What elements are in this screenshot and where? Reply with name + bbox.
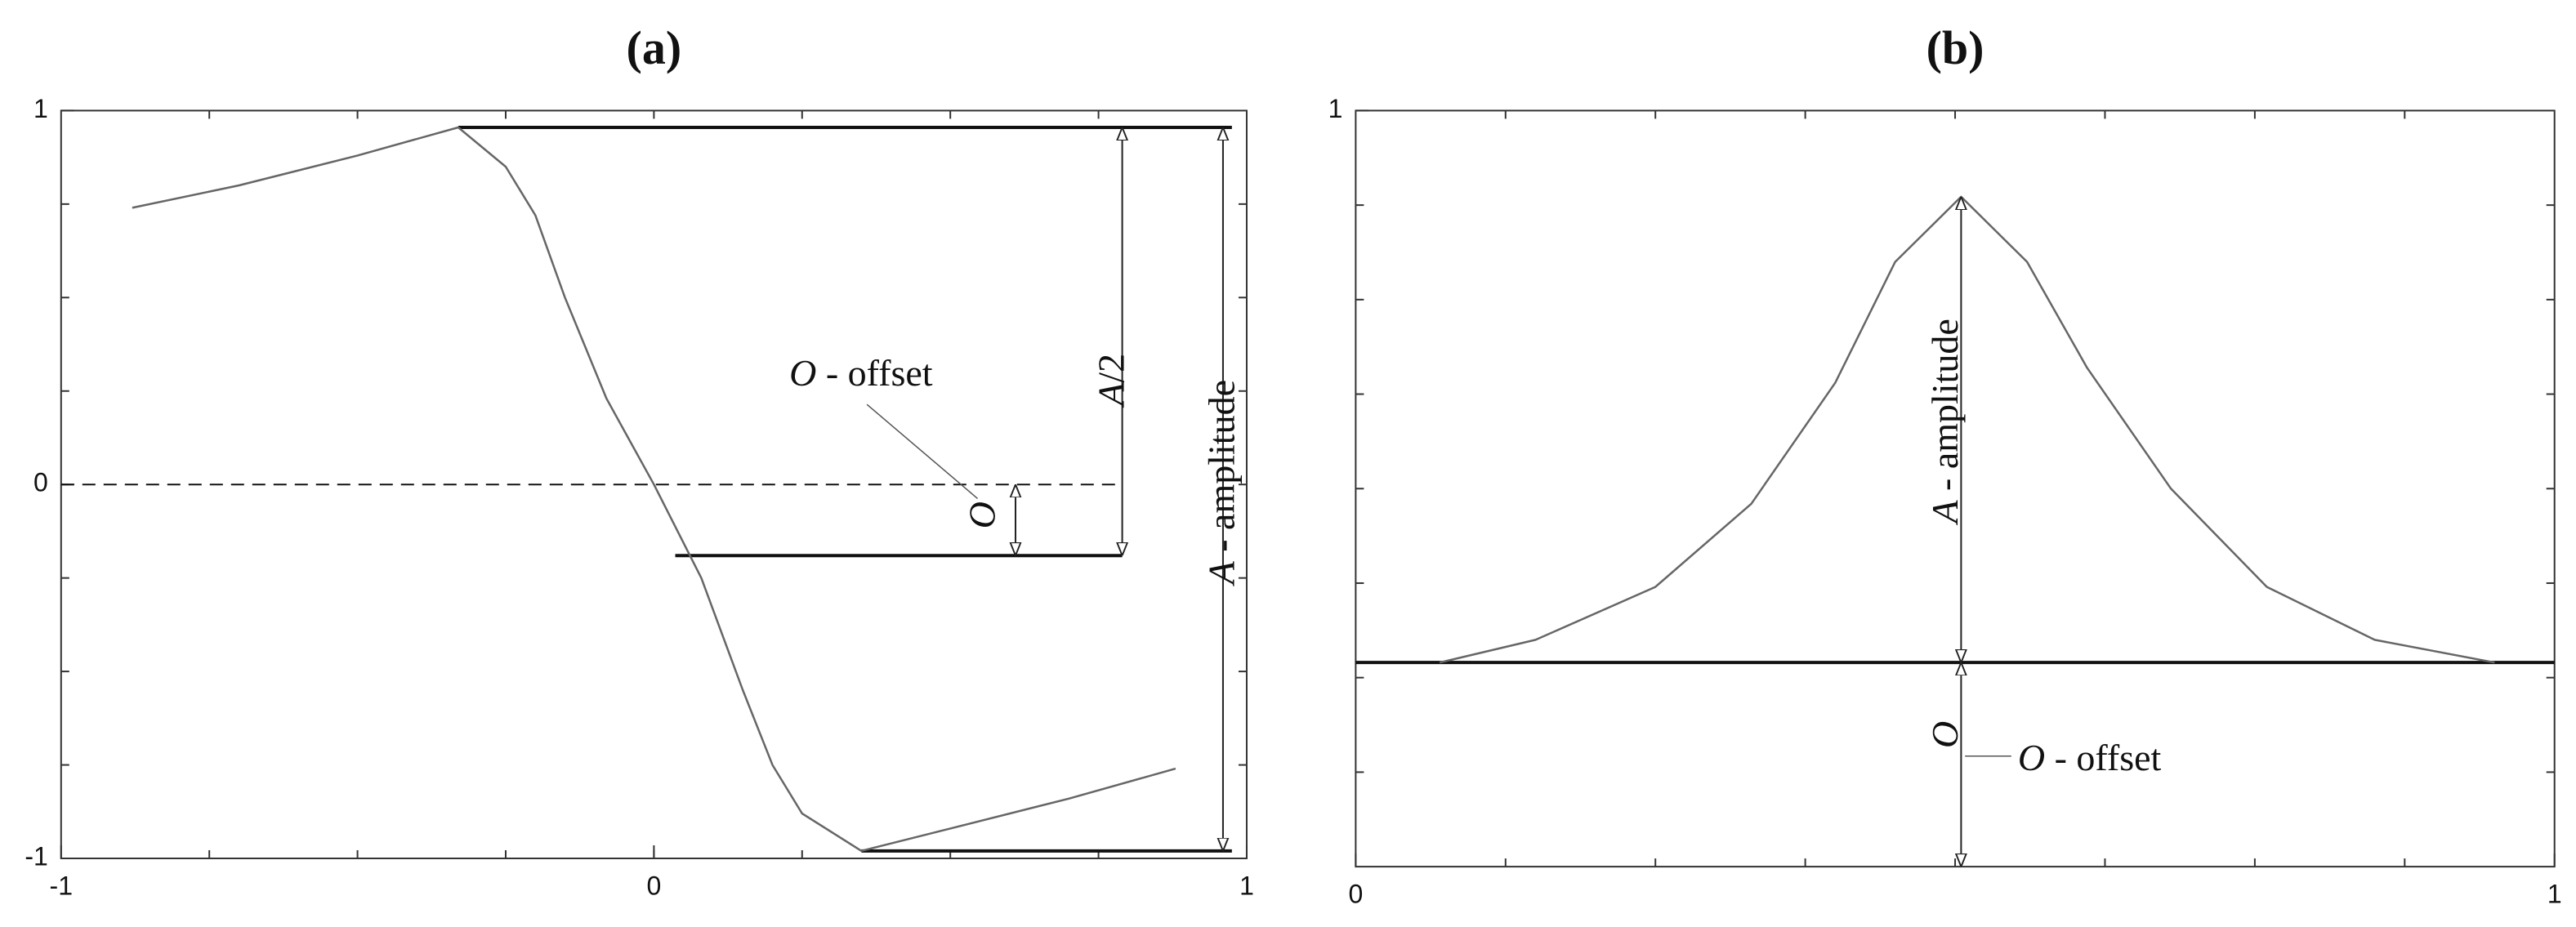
- y-tick-label: 1: [33, 94, 48, 123]
- annotation-symbol: O: [1924, 721, 1966, 748]
- annotation-text: - offset: [816, 351, 932, 393]
- annotation-text: /2: [1090, 354, 1132, 383]
- annotation: A - amplitude: [1924, 319, 1966, 525]
- x-tick-label: 0: [1348, 880, 1363, 909]
- panel-title: (b): [1926, 21, 1984, 74]
- annotation: O - offset: [2018, 736, 2162, 778]
- annotation-text: - offset: [2045, 736, 2161, 778]
- annotation: O: [961, 501, 1002, 528]
- annotation-symbol: O: [961, 501, 1002, 528]
- y-tick-label: 1: [1328, 94, 1343, 123]
- annotation-symbol: A: [1090, 382, 1132, 408]
- x-tick-label: 0: [646, 871, 661, 900]
- leader-line: [866, 403, 979, 499]
- annotation-symbol: O: [789, 351, 816, 393]
- annotation-text: - amplitude: [1200, 380, 1242, 561]
- annotation-text: - amplitude: [1924, 319, 1966, 500]
- annotation-symbol: A: [1200, 560, 1242, 586]
- y-tick-label: 0: [33, 468, 48, 497]
- curve: [1439, 195, 2495, 664]
- annotation-symbol: A: [1924, 500, 1966, 526]
- curve: [132, 126, 1176, 853]
- x-tick-label: 1: [2547, 880, 2562, 909]
- annotation: O: [1924, 721, 1966, 748]
- panel-title: (a): [627, 21, 682, 74]
- annotation: A - amplitude: [1200, 380, 1242, 586]
- annotation: A/2: [1090, 354, 1132, 408]
- x-tick-label: -1: [50, 871, 73, 900]
- y-tick-label: -1: [25, 841, 47, 871]
- annotation-symbol: O: [2018, 736, 2045, 778]
- annotation: O - offset: [789, 351, 933, 393]
- x-tick-label: 1: [1239, 871, 1254, 900]
